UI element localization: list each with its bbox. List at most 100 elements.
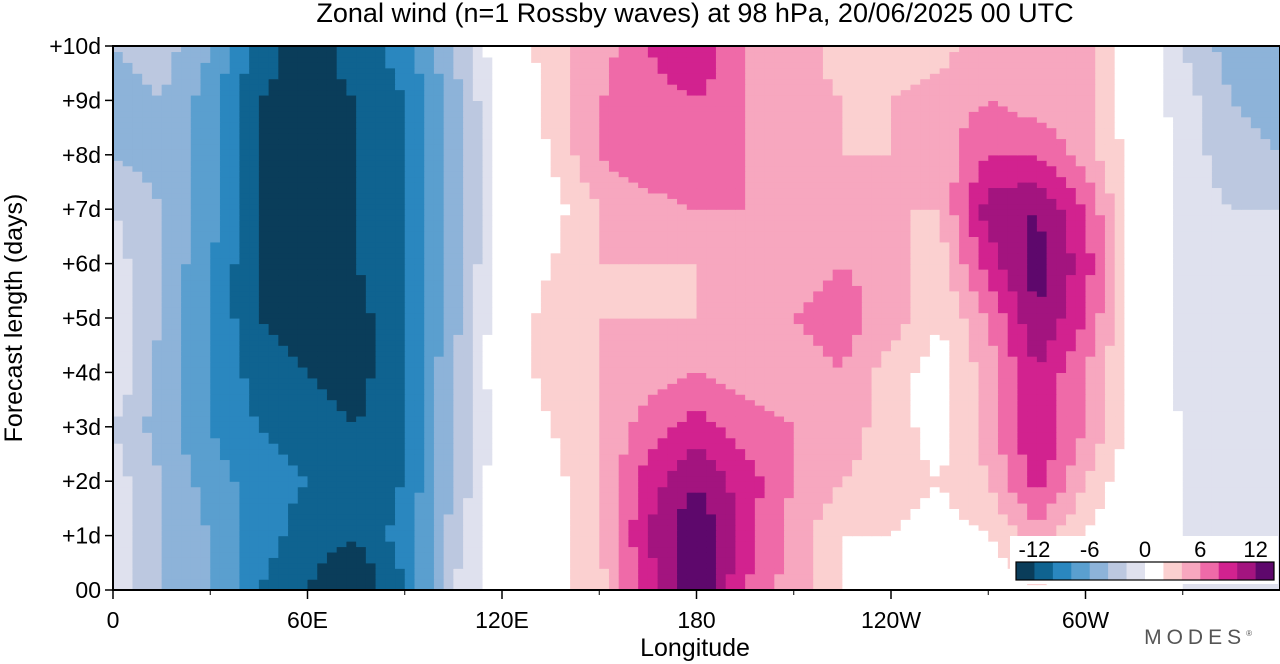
field-cell xyxy=(433,508,445,515)
field-cell xyxy=(540,426,552,433)
field-cell xyxy=(433,437,445,444)
field-cell xyxy=(1124,394,1135,401)
field-cell xyxy=(492,535,503,542)
field-cell xyxy=(278,584,289,591)
field-cell xyxy=(1182,475,1194,482)
field-cell xyxy=(647,421,659,428)
field-cell xyxy=(949,394,960,401)
field-cell xyxy=(871,437,882,444)
field-cell xyxy=(142,584,153,591)
field-cell xyxy=(988,568,999,575)
field-cell xyxy=(852,421,863,428)
field-cell xyxy=(696,437,707,444)
field-cell xyxy=(336,361,347,368)
field-cell xyxy=(997,541,1009,548)
field-cell xyxy=(356,394,367,401)
field-cell xyxy=(988,459,999,466)
field-cell xyxy=(959,519,970,526)
field-cell xyxy=(891,410,902,417)
field-cell xyxy=(696,454,707,461)
field-cell xyxy=(395,475,406,482)
field-cell xyxy=(745,377,756,384)
field-cell xyxy=(735,573,746,580)
field-cell xyxy=(365,557,377,564)
field-cell xyxy=(443,519,454,526)
field-cell xyxy=(540,530,552,537)
field-cell xyxy=(200,568,211,575)
field-cell xyxy=(229,421,241,428)
field-cell xyxy=(142,497,153,504)
field-cell xyxy=(1104,388,1116,395)
field-cell xyxy=(715,464,727,471)
field-cell xyxy=(326,361,338,368)
field-cell xyxy=(404,361,416,368)
field-cell xyxy=(482,492,493,499)
field-cell xyxy=(1221,383,1232,390)
field-cell xyxy=(443,464,454,471)
field-cell xyxy=(618,448,630,455)
field-cell xyxy=(677,492,688,499)
field-cell xyxy=(997,508,1009,515)
field-cell xyxy=(1066,519,1077,526)
field-cell xyxy=(414,513,425,520)
field-cell xyxy=(132,366,143,373)
field-cell xyxy=(774,513,785,520)
field-cell xyxy=(560,415,571,422)
field-cell xyxy=(638,519,649,526)
field-cell xyxy=(502,454,513,461)
field-cell xyxy=(492,410,503,417)
field-cell xyxy=(871,464,882,471)
field-cell xyxy=(745,502,756,509)
field-cell xyxy=(113,486,124,493)
field-cell xyxy=(511,584,523,591)
field-cell xyxy=(1134,372,1145,379)
field-cell xyxy=(326,437,338,444)
field-cell xyxy=(832,535,843,542)
field-cell xyxy=(754,388,766,395)
field-cell xyxy=(161,459,172,466)
field-cell xyxy=(949,388,960,395)
field-cell xyxy=(657,377,668,384)
field-cell xyxy=(560,513,571,520)
field-cell xyxy=(482,557,493,564)
field-cell xyxy=(307,459,318,466)
field-cell xyxy=(142,361,153,368)
field-cell xyxy=(317,513,328,520)
field-cell xyxy=(832,405,843,412)
field-cell xyxy=(774,541,785,548)
field-cell xyxy=(570,459,581,466)
field-cell xyxy=(1211,421,1223,428)
field-cell xyxy=(871,513,882,520)
field-cell xyxy=(861,584,873,591)
field-cell xyxy=(278,372,289,379)
field-cell xyxy=(910,421,921,428)
field-cell xyxy=(531,562,542,569)
field-cell xyxy=(492,448,503,455)
field-cell xyxy=(210,432,221,439)
field-cell xyxy=(910,459,921,466)
field-cell xyxy=(871,557,882,564)
field-cell xyxy=(1134,486,1145,493)
field-cell xyxy=(1153,475,1164,482)
field-cell xyxy=(404,464,416,471)
field-cell xyxy=(871,508,882,515)
field-cell xyxy=(278,437,289,444)
field-cell xyxy=(404,519,416,526)
field-cell xyxy=(793,361,805,368)
field-cell xyxy=(832,481,843,488)
field-cell xyxy=(871,481,882,488)
field-cell xyxy=(161,394,172,401)
field-cell xyxy=(113,426,124,433)
field-cell xyxy=(511,454,523,461)
field-cell xyxy=(599,383,610,390)
field-cell xyxy=(365,579,377,586)
field-cell xyxy=(268,486,279,493)
field-cell xyxy=(920,443,931,450)
plot-area xyxy=(113,46,1280,591)
field-cell xyxy=(142,383,153,390)
field-cell xyxy=(1173,464,1184,471)
field-cell xyxy=(511,551,523,558)
field-cell xyxy=(229,432,241,439)
field-cell xyxy=(1260,464,1271,471)
field-cell xyxy=(715,448,727,455)
